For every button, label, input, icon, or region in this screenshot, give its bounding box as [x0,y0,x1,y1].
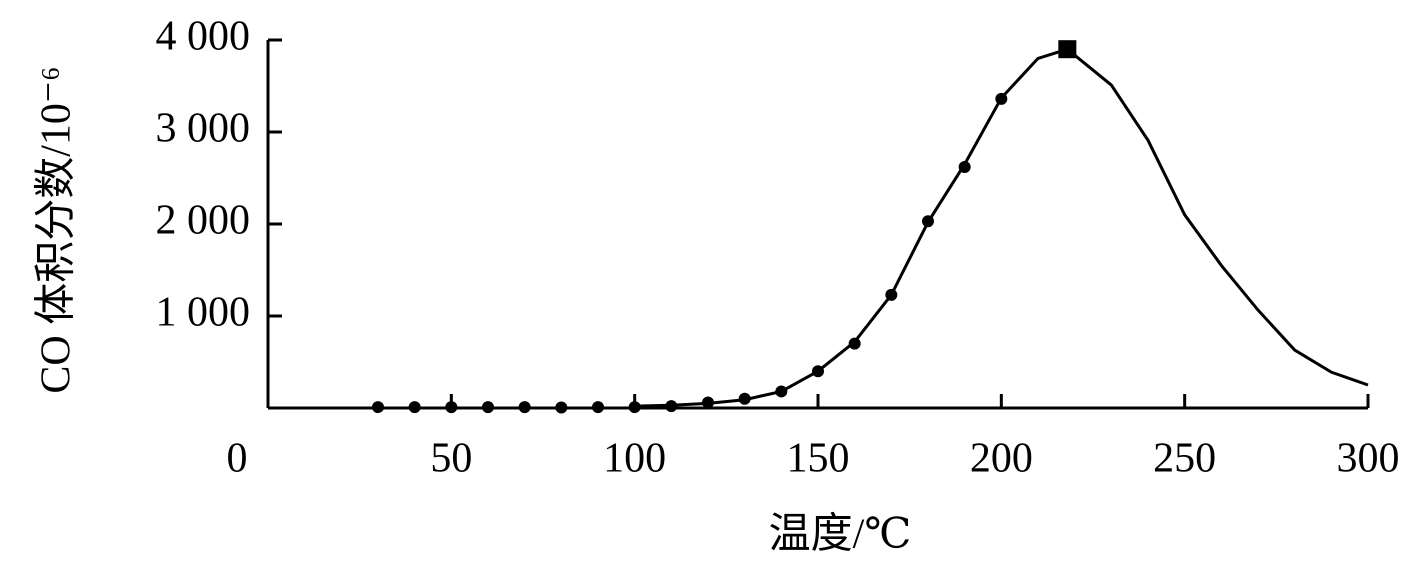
y-tick-label: 2 000 [156,198,251,244]
data-point [665,400,678,413]
x-tick-label: 200 [970,436,1033,482]
data-point [518,401,531,414]
data-point [812,365,824,378]
x-axis-label: 温度/℃ [769,512,912,558]
y-axis-label: CO 体积分数/10⁻⁶ [34,66,80,393]
peak-point [1058,40,1077,59]
x-tick-label: 300 [1337,436,1400,482]
data-point [555,401,568,414]
data-point [408,401,421,414]
data-point [628,401,641,414]
data-point [922,215,934,228]
x-tick-label: 250 [1153,436,1216,482]
data-point [775,385,788,398]
data-point [958,160,971,173]
data-point [592,401,604,414]
y-tick-label: 1 000 [156,290,251,336]
x-tick-label: 0 [227,436,248,482]
data-point [848,337,861,350]
data-point [372,401,384,414]
data-point [702,396,714,409]
x-tick-label: 100 [603,436,666,482]
data-point [885,288,898,301]
data-point [482,401,494,414]
x-tick-label: 150 [787,436,850,482]
y-tick-label: 4 000 [156,14,251,60]
x-tick-label: 50 [430,436,472,482]
data-point [445,401,458,414]
y-tick-label: 3 000 [156,106,251,152]
data-point [995,92,1008,105]
data-point [738,392,751,405]
